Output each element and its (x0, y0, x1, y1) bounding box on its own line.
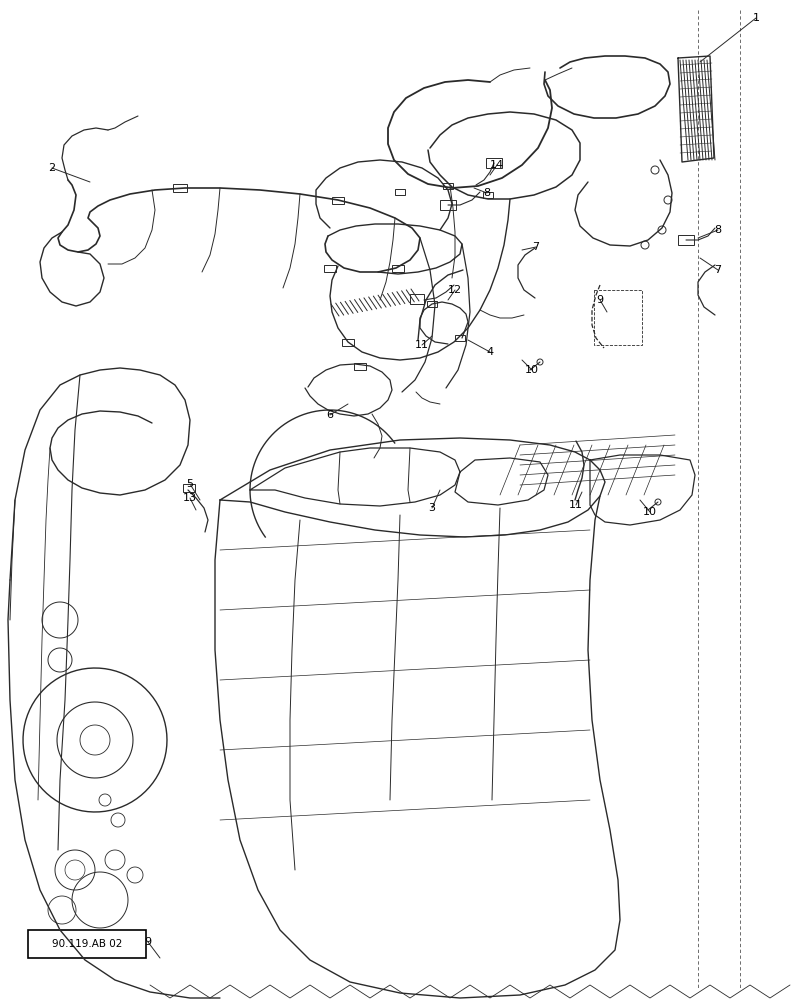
Bar (410, 294, 423, 304)
Text: 11: 11 (569, 500, 582, 510)
Text: 5: 5 (187, 479, 193, 489)
Bar (332, 196, 344, 204)
Text: 12: 12 (448, 285, 461, 295)
Bar (427, 301, 436, 307)
Bar (324, 264, 336, 271)
Bar (486, 158, 501, 168)
Bar (173, 184, 187, 192)
Bar (454, 335, 465, 341)
Text: 4: 4 (486, 347, 493, 357)
Text: 11: 11 (414, 340, 428, 350)
Text: 8: 8 (714, 225, 721, 235)
Text: 10: 10 (525, 365, 539, 375)
Text: 9: 9 (596, 295, 603, 305)
Text: 10: 10 (642, 507, 656, 517)
Text: 7: 7 (714, 265, 721, 275)
Text: 14: 14 (489, 160, 504, 170)
Bar (594, 290, 642, 345)
Bar (483, 192, 492, 198)
Text: 8: 8 (483, 188, 490, 198)
Text: 2: 2 (49, 163, 55, 173)
Text: 6: 6 (326, 410, 333, 420)
Bar (443, 183, 453, 189)
Text: 90.119.AB 02: 90.119.AB 02 (52, 939, 122, 949)
Bar (182, 484, 195, 492)
Bar (341, 338, 354, 346)
Bar (677, 235, 693, 245)
Bar (392, 264, 404, 271)
Text: 13: 13 (182, 493, 197, 503)
Text: 7: 7 (532, 242, 539, 252)
Text: 3: 3 (428, 503, 435, 513)
Text: 9: 9 (144, 937, 152, 947)
Bar (28, 930, 146, 958)
Bar (354, 362, 366, 369)
Text: 1: 1 (752, 13, 758, 23)
Bar (440, 200, 456, 210)
Bar (394, 189, 405, 195)
